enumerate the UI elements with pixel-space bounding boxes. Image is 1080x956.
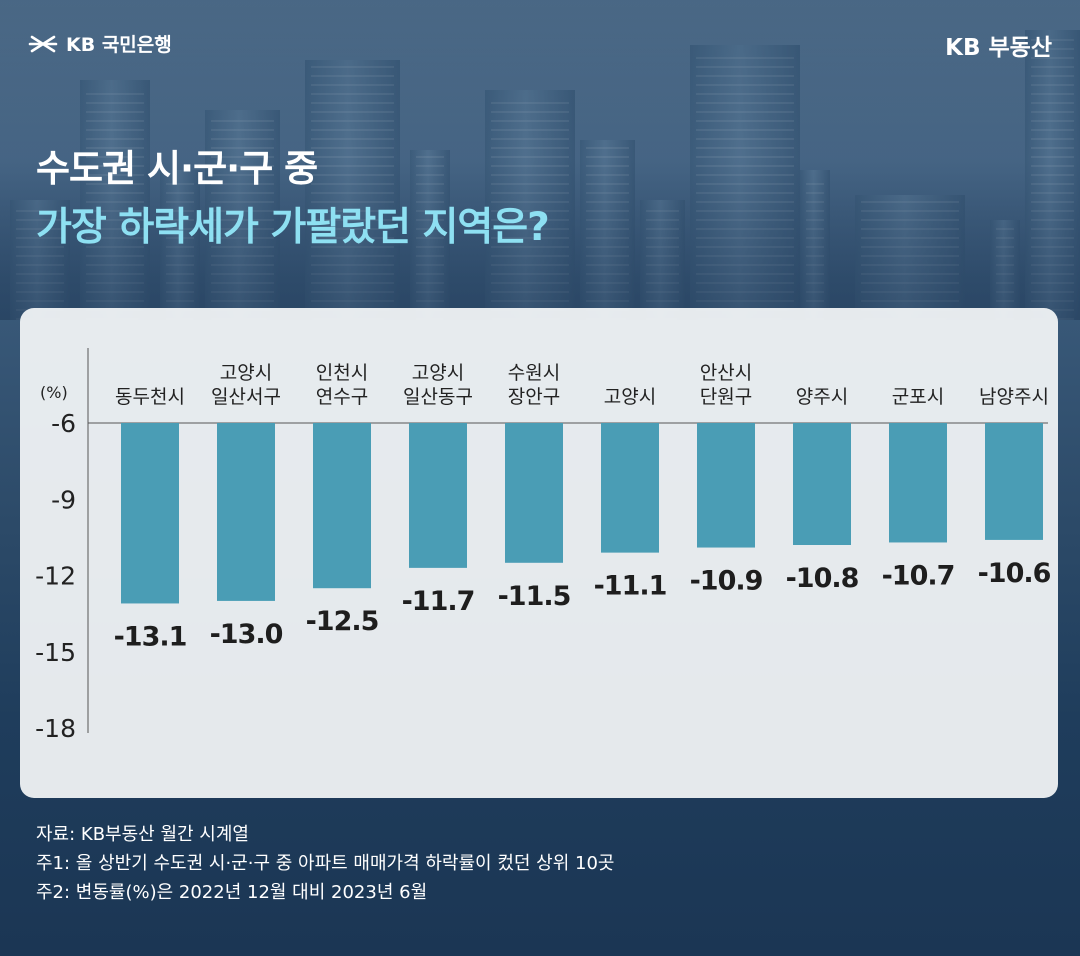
- bar: [409, 423, 467, 568]
- y-unit-label: (%): [40, 383, 68, 402]
- category-label: 장안구: [508, 386, 560, 408]
- title-line-2: 가장 하락세가 가팔랐던 지역은?: [36, 205, 550, 250]
- bar: [217, 423, 275, 601]
- category-label: 고양시: [604, 386, 656, 408]
- skyline-background: [0, 0, 1080, 320]
- y-tick-label: -9: [51, 485, 76, 514]
- footnotes: 자료: KB부동산 월간 시계열 주1: 올 상반기 수도권 시·군·구 중 아…: [36, 820, 614, 907]
- category-label: 안산시: [700, 362, 752, 384]
- bar-chart: (%)-6-9-12-15-18동두천시-13.1고양시일산서구-13.0인천시…: [35, 348, 1052, 743]
- value-label: -13.0: [210, 619, 283, 650]
- kb-star-icon: [28, 35, 58, 52]
- note-2: 주2: 변동률(%)은 2022년 12월 대비 2023년 6월: [36, 882, 428, 903]
- category-label: 수원시: [508, 362, 560, 384]
- note-1: 주1: 올 상반기 수도권 시·군·구 중 아파트 매매가격 하락률이 컸던 상…: [36, 853, 615, 874]
- bar: [601, 423, 659, 553]
- kb-kookmin-logo-text: KB 국민은행: [66, 34, 172, 56]
- bar: [793, 423, 851, 545]
- value-label: -10.6: [978, 558, 1051, 589]
- y-tick-label: -12: [35, 562, 76, 591]
- value-label: -11.1: [594, 571, 667, 602]
- y-tick-label: -15: [35, 638, 76, 667]
- bar: [313, 423, 371, 589]
- category-label: 양주시: [796, 386, 848, 408]
- bar: [985, 423, 1043, 540]
- category-label: 단원구: [700, 386, 752, 408]
- value-label: -13.1: [114, 621, 187, 652]
- chart-card: (%) -6 -9 -12 -15 -18 동두천시 -13.1 고양시 일산서구 -13.0 인천시…: [20, 308, 1058, 798]
- category-label: 인천시: [316, 362, 368, 384]
- category-label: 고양시: [220, 362, 272, 384]
- kb-realestate-logo: KB 부동산: [945, 35, 1052, 61]
- bar: [697, 423, 755, 548]
- value-label: -10.8: [786, 563, 859, 594]
- category-label: 연수구: [316, 386, 368, 408]
- kb-kookmin-logo: KB 국민은행: [28, 30, 172, 57]
- note-source: 자료: KB부동산 월간 시계열: [36, 824, 249, 845]
- value-label: -10.9: [690, 566, 763, 597]
- category-label: 일산동구: [403, 386, 473, 408]
- category-label: 남양주시: [979, 386, 1049, 408]
- value-label: -12.5: [306, 606, 379, 637]
- category-label: 군포시: [892, 386, 944, 408]
- title-line-1: 수도권 시·군·구 중: [36, 147, 318, 190]
- y-tick-label: -18: [35, 714, 76, 743]
- category-label: 동두천시: [115, 386, 185, 408]
- category-label: 일산서구: [211, 386, 281, 408]
- bar: [121, 423, 179, 604]
- bar: [889, 423, 947, 543]
- y-tick-label: -6: [51, 409, 76, 438]
- value-label: -11.7: [402, 586, 475, 617]
- value-label: -11.5: [498, 581, 571, 612]
- bar: [505, 423, 563, 563]
- value-label: -10.7: [882, 560, 955, 591]
- category-label: 고양시: [412, 362, 464, 384]
